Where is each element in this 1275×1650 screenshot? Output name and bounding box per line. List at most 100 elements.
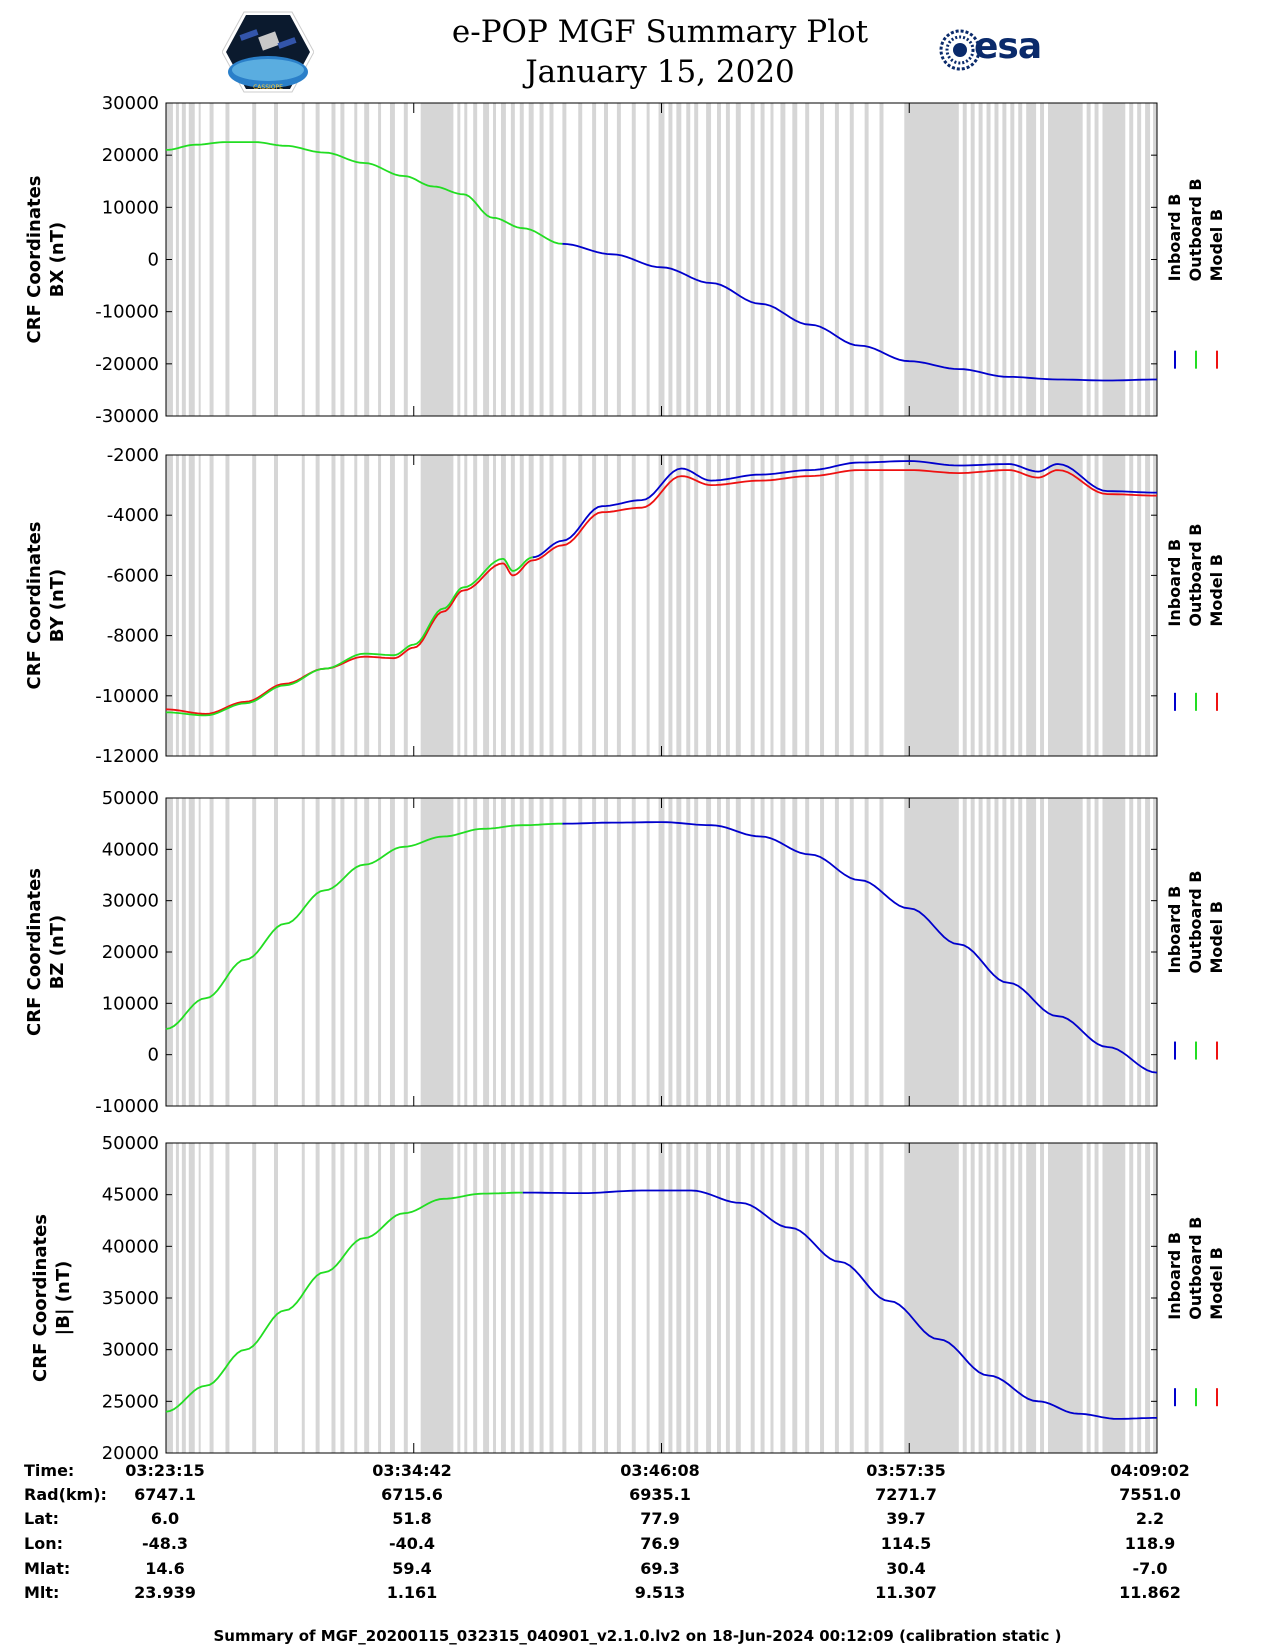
data-gap-band xyxy=(1094,798,1099,1106)
data-gap-band xyxy=(1129,798,1134,1106)
data-gap-band xyxy=(378,798,382,1106)
series-line-inboard-b xyxy=(522,1189,1157,1420)
data-gap-band xyxy=(962,103,967,416)
data-gap-band xyxy=(301,103,305,416)
data-gap-band xyxy=(716,455,721,756)
data-gap-band xyxy=(510,798,515,1106)
data-gap-band xyxy=(780,103,786,416)
data-gap-band xyxy=(986,1143,991,1453)
data-gap-band xyxy=(725,455,730,756)
legend-label: Model B xyxy=(1207,209,1226,281)
y-tick-label: 40000 xyxy=(102,1236,159,1257)
data-gap-band xyxy=(483,455,490,756)
data-gap-band xyxy=(631,798,636,1106)
data-gap-band xyxy=(820,798,825,1106)
series-group xyxy=(165,460,1157,717)
data-gap-band xyxy=(274,103,278,416)
data-gap-band xyxy=(378,1143,382,1453)
data-gap-band xyxy=(464,798,468,1106)
data-gap-band xyxy=(849,103,854,416)
y-tick-label: 20000 xyxy=(102,145,159,166)
data-gap-band xyxy=(978,1143,983,1453)
data-gap-band xyxy=(1026,798,1037,1106)
y-axis-label-line-2: BZ (nT) xyxy=(47,915,68,990)
data-gap-band xyxy=(994,798,999,1106)
data-gap-band xyxy=(658,798,665,1106)
data-gap-band xyxy=(315,103,320,416)
series-group xyxy=(165,141,1157,382)
y-tick-label: 10000 xyxy=(102,197,159,218)
data-gap-band xyxy=(970,455,975,756)
data-gap-band xyxy=(473,103,478,416)
data-gap-band xyxy=(1002,455,1007,756)
data-gap-band xyxy=(780,455,786,756)
data-gap-band xyxy=(549,798,554,1106)
data-gap-band xyxy=(1026,455,1037,756)
y-axis-label-line-2: BX (nT) xyxy=(47,222,68,297)
data-gap-band xyxy=(539,455,544,756)
series-line-inboard-b xyxy=(562,242,1157,382)
y-axis-label: CRF Coordinates BZ (nT) xyxy=(24,868,68,1036)
legend-label: Model B xyxy=(1207,554,1226,626)
data-gap-band xyxy=(493,103,497,416)
data-gap-band xyxy=(562,103,567,416)
y-tick-label: -10000 xyxy=(95,302,159,323)
data-gap-band xyxy=(389,798,395,1106)
data-gap-band xyxy=(500,1143,506,1453)
data-gap-band xyxy=(364,455,370,756)
series-line-outboard-b xyxy=(165,822,563,1030)
data-gap-band xyxy=(493,1143,497,1453)
panel-2: -2000 -4000 -6000 -8000 -10000 -12000 CRF Coor… xyxy=(24,445,1226,767)
data-gap-band xyxy=(750,798,755,1106)
data-gap-band xyxy=(510,455,515,756)
data-gap-band xyxy=(686,1143,691,1453)
data-gap-band xyxy=(457,103,461,416)
data-gap-band xyxy=(616,1143,621,1453)
data-gap-band xyxy=(510,1143,515,1453)
data-gap-band xyxy=(301,455,305,756)
data-gap-band xyxy=(315,455,320,756)
y-tick-label: -8000 xyxy=(107,626,159,647)
data-gap-band xyxy=(500,455,506,756)
y-tick-label: 50000 xyxy=(102,788,159,809)
data-gap-band xyxy=(725,103,730,416)
y-axis-label-line-2: BY (nT) xyxy=(47,569,68,643)
data-gap-band xyxy=(166,455,173,756)
series-line-outboard-b xyxy=(165,141,563,245)
data-gap-band xyxy=(1129,1143,1134,1453)
data-gap-band xyxy=(694,1143,699,1453)
y-tick-label: 50000 xyxy=(102,1133,159,1154)
data-gap-band xyxy=(994,455,999,756)
data-gap-band xyxy=(686,455,691,756)
data-gap-band xyxy=(879,103,884,416)
data-gap-band xyxy=(676,798,682,1106)
data-gap-band xyxy=(820,455,825,756)
data-gap-band xyxy=(549,1143,554,1453)
data-gap-band xyxy=(519,103,524,416)
data-gap-band xyxy=(1102,798,1126,1106)
data-gap-band xyxy=(340,103,345,416)
data-gap-band xyxy=(706,1143,712,1453)
cassiope-logo-caption: CASSIOPE xyxy=(253,84,283,91)
data-gap-band xyxy=(668,455,673,756)
data-gap-band xyxy=(735,798,741,1106)
data-gap-band xyxy=(1137,455,1142,756)
data-gap-band xyxy=(354,103,358,416)
data-gap-band xyxy=(340,798,345,1106)
data-gap-band xyxy=(464,1143,468,1453)
data-gap-band xyxy=(1047,455,1083,756)
data-gap-band xyxy=(760,455,765,756)
data-gap-band xyxy=(962,455,967,756)
legend-label: Outboard B xyxy=(1186,1217,1205,1320)
data-gap-band xyxy=(792,798,798,1106)
data-gap-band xyxy=(604,103,608,416)
data-gap-band xyxy=(225,455,230,756)
data-gap-band xyxy=(181,1143,186,1453)
data-gap-band xyxy=(175,1143,179,1453)
data-gap-band xyxy=(519,1143,524,1453)
data-gap-band xyxy=(198,103,201,416)
data-gap-band xyxy=(528,798,534,1106)
data-gap-band xyxy=(1102,1143,1126,1453)
y-tick-label: 20000 xyxy=(102,1443,159,1464)
